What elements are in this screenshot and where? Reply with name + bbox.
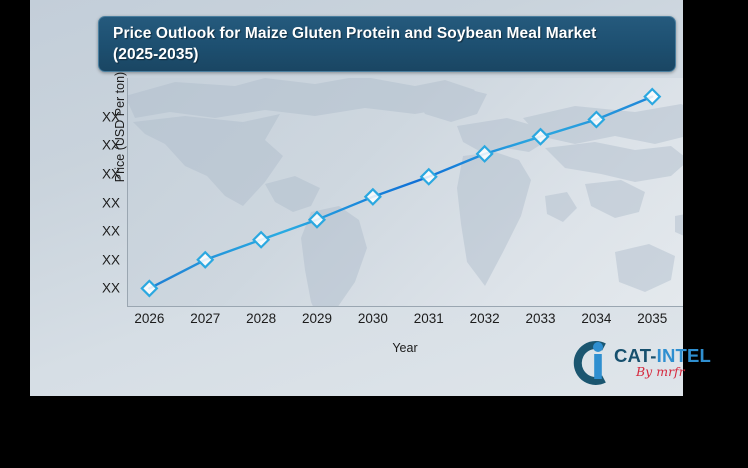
y-axis-tick-label: XX xyxy=(101,223,120,239)
y-axis-tick-label: XX xyxy=(101,137,120,153)
chart-panel: Price Outlook for Maize Gluten Protein a… xyxy=(30,0,711,396)
y-axis-tick-label: XX xyxy=(101,252,120,268)
chart-title-box: Price Outlook for Maize Gluten Protein a… xyxy=(98,16,676,72)
data-point-marker xyxy=(643,87,662,106)
y-axis-tick-label: XX xyxy=(101,166,120,182)
data-point-marker xyxy=(419,167,438,186)
logo-wordmark: CAT-INTEL xyxy=(614,345,711,367)
x-axis-tick-label: 2030 xyxy=(357,311,388,326)
plot-area xyxy=(127,78,683,307)
data-point-marker xyxy=(363,187,382,206)
x-axis-tick-labels: 2026 2027 2028 2029 2030 2031 2032 2033 2034 2035 xyxy=(127,311,683,333)
logo-tagline: By mrfr xyxy=(636,364,685,379)
data-point-marker xyxy=(531,127,550,146)
data-point-marker xyxy=(587,110,606,129)
data-point-marker xyxy=(252,230,271,249)
x-axis-tick-label: 2031 xyxy=(413,311,444,326)
world-map-watermark xyxy=(127,78,683,307)
x-axis-tick-label: 2035 xyxy=(637,311,668,326)
logo-word-cat: CAT xyxy=(614,345,651,366)
x-axis-tick-label: 2026 xyxy=(134,311,165,326)
y-axis-tick-labels: XX XX XX XX XX XX XX xyxy=(60,78,120,307)
x-axis-tick-label: 2032 xyxy=(469,311,500,326)
x-axis-tick-label: 2028 xyxy=(246,311,277,326)
data-point-marker xyxy=(196,250,215,269)
y-axis-tick-label: XX xyxy=(101,109,120,125)
y-axis-tick-label: XX xyxy=(101,280,120,296)
x-axis-title: Year xyxy=(392,341,418,355)
x-axis-tick-label: 2033 xyxy=(525,311,556,326)
data-point-marker xyxy=(475,144,494,163)
chart-title-line-1: Price Outlook for Maize Gluten Protein a… xyxy=(113,25,597,42)
logo-dash: - xyxy=(650,345,657,366)
x-axis-tick-label: 2029 xyxy=(301,311,332,326)
x-axis-tick-label: 2027 xyxy=(190,311,221,326)
chart-title-line-2: (2025-2035) xyxy=(113,46,199,63)
x-axis-line xyxy=(127,306,683,307)
y-axis-tick-label: XX xyxy=(101,195,120,211)
logo-word-intel: INTEL xyxy=(656,345,712,366)
data-point-marker xyxy=(140,279,159,298)
y-axis-line xyxy=(127,78,128,307)
x-axis-tick-label: 2034 xyxy=(581,311,612,326)
cat-intel-logo: CAT-INTEL By mrfr xyxy=(570,337,711,389)
data-series-layer xyxy=(140,87,662,298)
data-point-marker xyxy=(307,210,327,229)
cat-intel-logo-icon xyxy=(573,341,606,385)
